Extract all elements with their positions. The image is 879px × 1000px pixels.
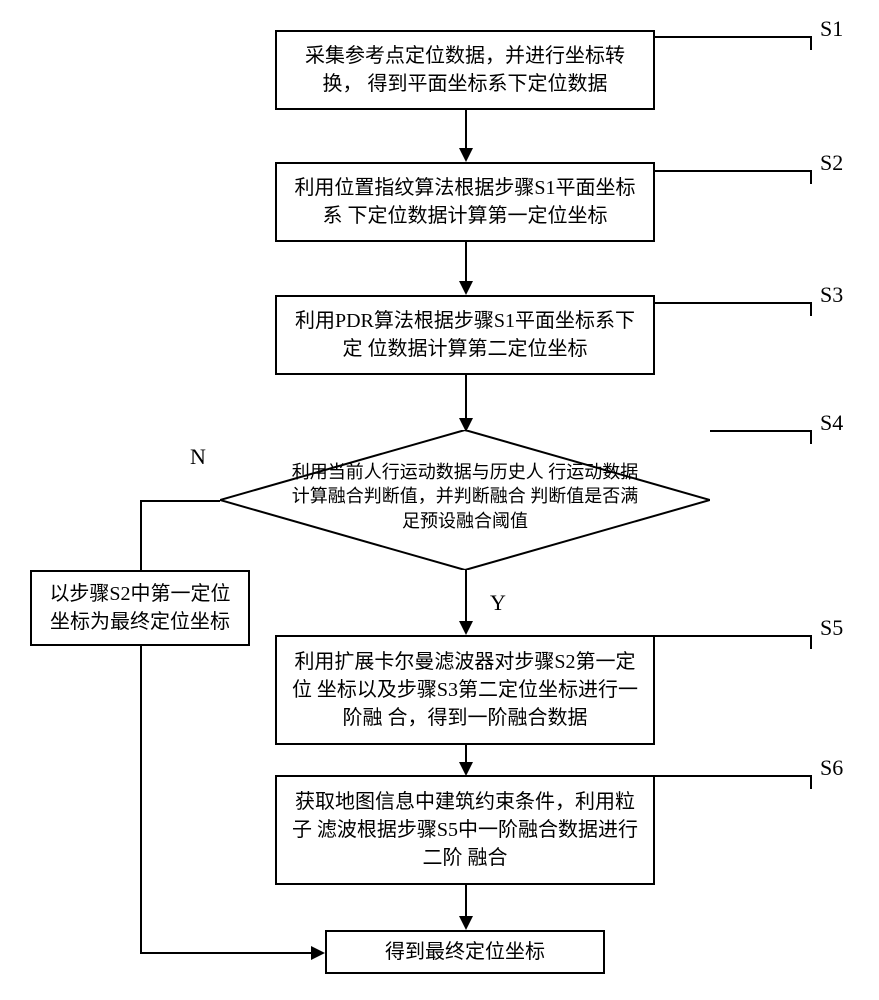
leader-s3 [655,302,812,304]
arrow-s2-s3 [459,281,473,295]
edge-left-down1 [140,500,142,570]
leader-s2 [655,170,812,172]
node-s2-text: 利用位置指纹算法根据步骤S1平面坐标系 下定位数据计算第一定位坐标 [287,174,643,230]
leader-hook-s5 [810,635,812,649]
leader-s1 [655,36,812,38]
node-s1-text: 采集参考点定位数据，并进行坐标转换， 得到平面坐标系下定位数据 [287,42,643,98]
node-s3-text: 利用PDR算法根据步骤S1平面坐标系下定 位数据计算第二定位坐标 [287,307,643,363]
node-final: 得到最终定位坐标 [325,930,605,974]
node-final-text: 得到最终定位坐标 [385,938,545,966]
edge-label-n: N [190,444,206,470]
arrow-s3-s4 [459,418,473,432]
edge-left-final [140,952,311,954]
node-s4-decision [220,430,710,570]
edge-s6-final [465,885,467,916]
node-s6: 获取地图信息中建筑约束条件，利用粒子 滤波根据步骤S5中一阶融合数据进行二阶 融… [275,775,655,885]
label-s2: S2 [820,150,843,176]
leader-hook-s3 [810,302,812,316]
node-s5: 利用扩展卡尔曼滤波器对步骤S2第一定位 坐标以及步骤S3第二定位坐标进行一阶融 … [275,635,655,745]
node-s2: 利用位置指纹算法根据步骤S1平面坐标系 下定位数据计算第一定位坐标 [275,162,655,242]
node-s5-text: 利用扩展卡尔曼滤波器对步骤S2第一定位 坐标以及步骤S3第二定位坐标进行一阶融 … [287,648,643,732]
edge-left-down2 [140,646,142,952]
leader-hook-s1 [810,36,812,50]
label-s3: S3 [820,282,843,308]
leader-s5 [655,635,812,637]
label-s4: S4 [820,410,843,436]
edge-s1-s2 [465,110,467,148]
node-s3: 利用PDR算法根据步骤S1平面坐标系下定 位数据计算第二定位坐标 [275,295,655,375]
leader-s6 [655,775,812,777]
node-n-branch: 以步骤S2中第一定位 坐标为最终定位坐标 [30,570,250,646]
leader-hook-s4 [810,430,812,444]
edge-s4-s5 [465,570,467,621]
label-s5: S5 [820,615,843,641]
node-n-branch-text: 以步骤S2中第一定位 坐标为最终定位坐标 [42,580,238,636]
edge-label-y: Y [490,590,506,616]
edge-s3-s4 [465,375,467,418]
leader-hook-s2 [810,170,812,184]
edge-s2-s3 [465,242,467,281]
label-s1: S1 [820,16,843,42]
label-s6: S6 [820,755,843,781]
leader-hook-s6 [810,775,812,789]
node-s1: 采集参考点定位数据，并进行坐标转换， 得到平面坐标系下定位数据 [275,30,655,110]
node-s6-text: 获取地图信息中建筑约束条件，利用粒子 滤波根据步骤S5中一阶融合数据进行二阶 融… [287,788,643,872]
leader-s4 [710,430,812,432]
arrow-s6-final [459,916,473,930]
arrow-left-final [311,946,325,960]
arrow-s5-s6 [459,762,473,776]
edge-s5-s6 [465,745,467,762]
arrow-s1-s2 [459,148,473,162]
flowchart-canvas: 采集参考点定位数据，并进行坐标转换， 得到平面坐标系下定位数据 S1 利用位置指… [0,0,879,1000]
arrow-s4-s5 [459,621,473,635]
edge-s4-left [140,500,220,502]
